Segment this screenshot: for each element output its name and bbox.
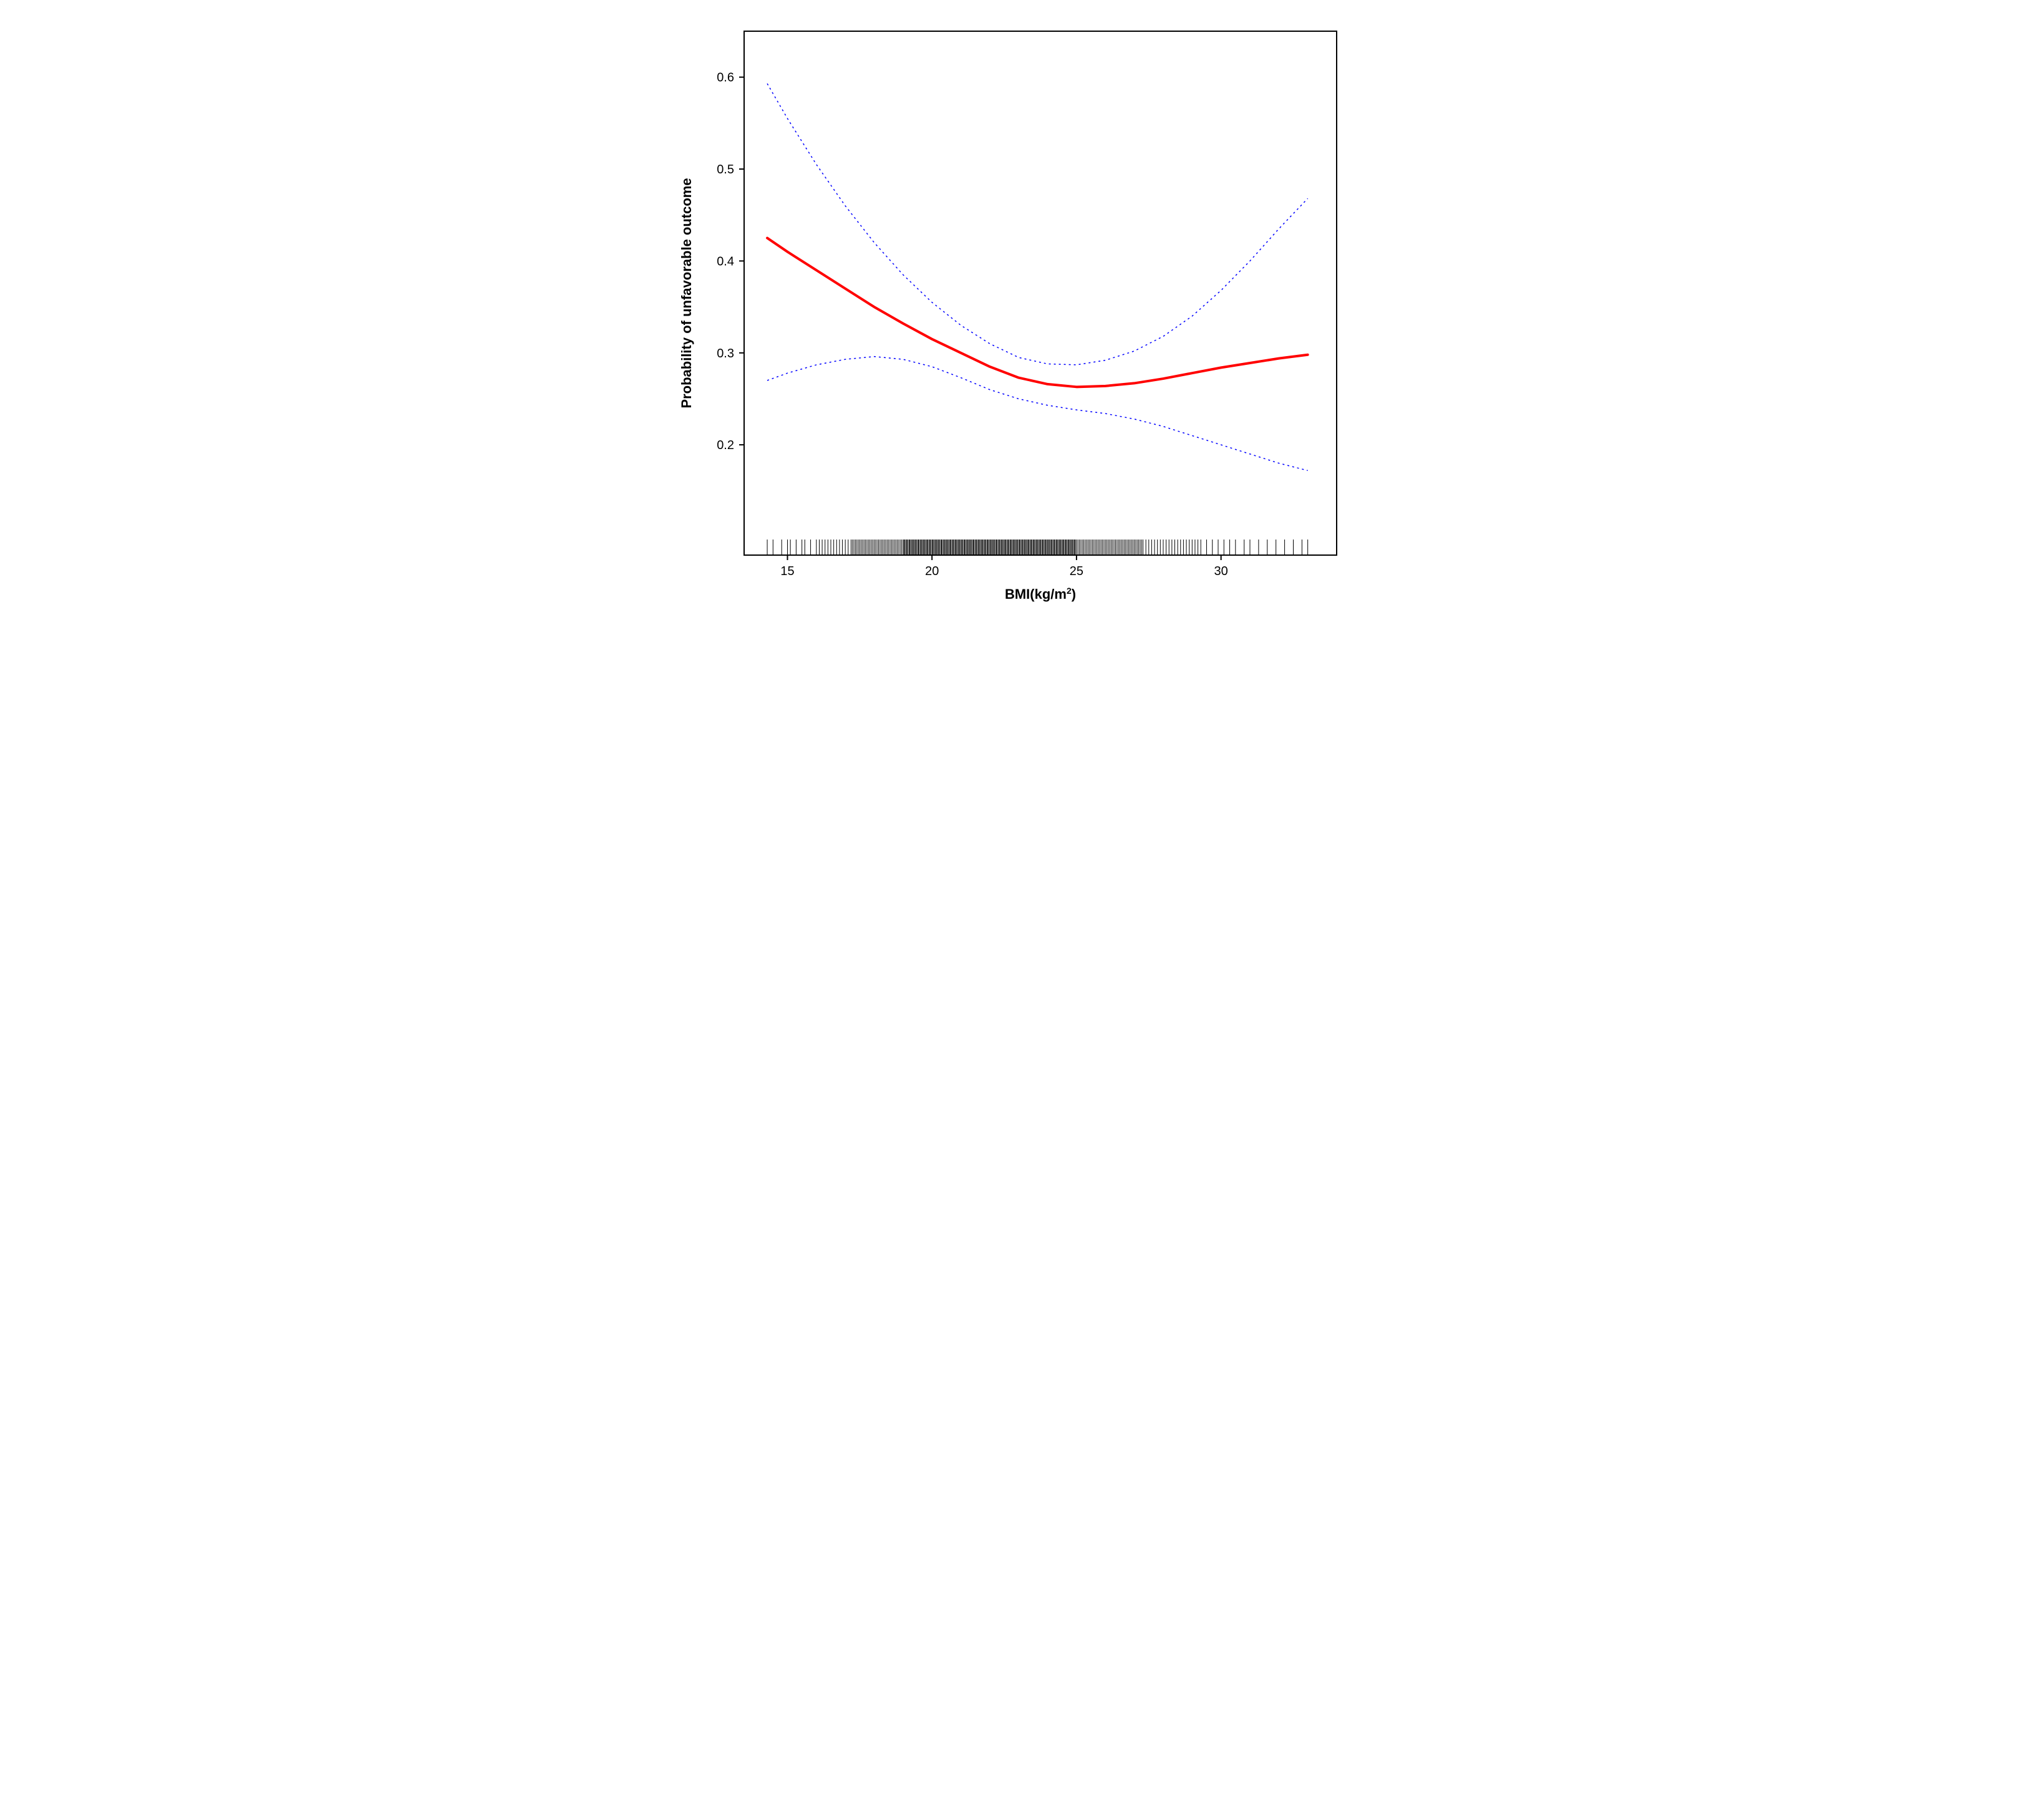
y-tick-label: 0.6 — [717, 71, 734, 85]
y-tick-label: 0.4 — [717, 254, 734, 268]
x-tick-label: 30 — [1214, 564, 1227, 578]
x-tick-label: 20 — [925, 564, 939, 578]
y-tick-label: 0.3 — [717, 347, 734, 361]
plot-border — [744, 31, 1337, 555]
y-tick-label: 0.5 — [717, 163, 734, 177]
x-tick-label: 25 — [1069, 564, 1083, 578]
x-tick-label: 15 — [780, 564, 794, 578]
y-axis-label: Probability of unfavorable outcome — [679, 178, 694, 408]
probability-chart: 15 20 25 30 0.2 0.3 0.4 0.5 0.6 BMI(kg/m2) Probabi… — [669, 12, 1355, 630]
y-tick-label: 0.2 — [717, 438, 734, 452]
chart-container: 15 20 25 30 0.2 0.3 0.4 0.5 0.6 BMI(kg/m2) Probabi… — [669, 12, 1355, 630]
x-axis-label: BMI(kg/m2) — [1004, 586, 1075, 602]
